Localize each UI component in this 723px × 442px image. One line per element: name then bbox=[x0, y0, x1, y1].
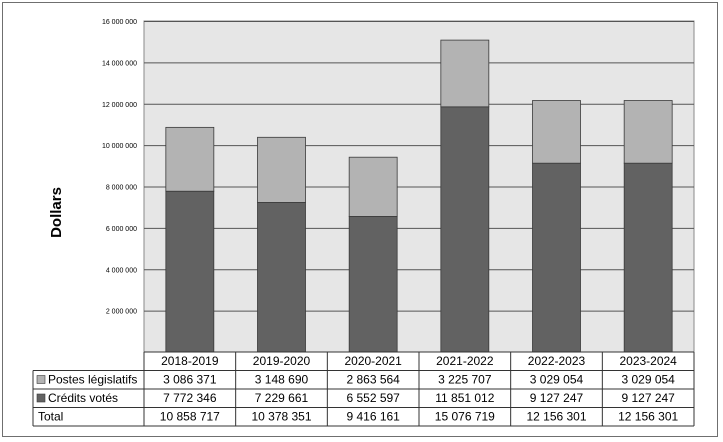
bar-postes-legislatifs bbox=[440, 39, 490, 108]
row-postes-legislatifs-value: 3 029 054 bbox=[530, 373, 584, 387]
y-tick-label: 12 000 000 bbox=[102, 102, 137, 109]
row-postes-legislatifs-value: 3 029 054 bbox=[621, 373, 675, 387]
y-tick-label: 16 000 000 bbox=[102, 19, 137, 26]
row-total-value: 12 156 301 bbox=[526, 410, 586, 424]
x-category-label: 2022-2023 bbox=[528, 354, 586, 368]
x-category-label: 2018-2019 bbox=[161, 354, 219, 368]
row-postes-legislatifs-value: 3 086 371 bbox=[163, 373, 217, 387]
row-total-value: 12 156 301 bbox=[618, 410, 678, 424]
bar-postes-legislatifs bbox=[257, 136, 306, 203]
y-tick-label: 6 000 000 bbox=[106, 226, 137, 233]
bar-postes-legislatifs bbox=[348, 156, 398, 217]
bar-credits-votes bbox=[532, 162, 581, 353]
bar-credits-votes bbox=[348, 216, 398, 353]
bar-postes-legislatifs bbox=[532, 100, 581, 164]
x-category-label: 2019-2020 bbox=[253, 354, 311, 368]
legend-swatch bbox=[36, 375, 46, 384]
row-total-value: 9 416 161 bbox=[346, 410, 400, 424]
row-credits-votes-value: 7 772 346 bbox=[163, 391, 217, 405]
y-tick-label: 14 000 000 bbox=[102, 60, 137, 67]
legend-label: Crédits votés bbox=[48, 391, 118, 405]
row-total-value: 15 076 719 bbox=[435, 410, 495, 424]
bar-credits-votes bbox=[257, 202, 306, 353]
bar-credits-votes bbox=[623, 162, 673, 353]
y-tick-label: 2 000 000 bbox=[106, 309, 137, 316]
row-total-value: 10 378 351 bbox=[251, 410, 311, 424]
y-tick-label: 8 000 000 bbox=[106, 185, 137, 192]
row-total-value: 10 858 717 bbox=[160, 410, 220, 424]
legend-swatch bbox=[36, 393, 46, 403]
row-postes-legislatifs-value: 3 148 690 bbox=[255, 373, 309, 387]
bar-postes-legislatifs bbox=[165, 126, 215, 192]
row-credits-votes-value: 7 229 661 bbox=[255, 391, 309, 405]
row-postes-legislatifs-value: 3 225 707 bbox=[438, 373, 492, 387]
row-postes-legislatifs-value: 2 863 564 bbox=[346, 373, 400, 387]
row-credits-votes-value: 11 851 012 bbox=[435, 391, 494, 405]
y-axis-label: Dollars bbox=[48, 187, 65, 238]
bar-postes-legislatifs bbox=[623, 100, 673, 164]
bar-credits-votes bbox=[440, 106, 490, 353]
x-category-label: 2023-2024 bbox=[619, 354, 677, 368]
legend-label: Postes législatifs bbox=[48, 373, 137, 387]
row-credits-votes-value: 9 127 247 bbox=[621, 391, 675, 405]
bar-credits-votes bbox=[165, 190, 215, 353]
y-tick-label: 4 000 000 bbox=[106, 267, 137, 274]
row-credits-votes-value: 6 552 597 bbox=[346, 391, 400, 405]
x-category-label: 2021-2022 bbox=[436, 354, 494, 368]
y-tick-label: 10 000 000 bbox=[102, 143, 137, 150]
x-category-label: 2020-2021 bbox=[344, 354, 402, 368]
legend-label: Total bbox=[38, 410, 63, 424]
row-credits-votes-value: 9 127 247 bbox=[530, 391, 584, 405]
